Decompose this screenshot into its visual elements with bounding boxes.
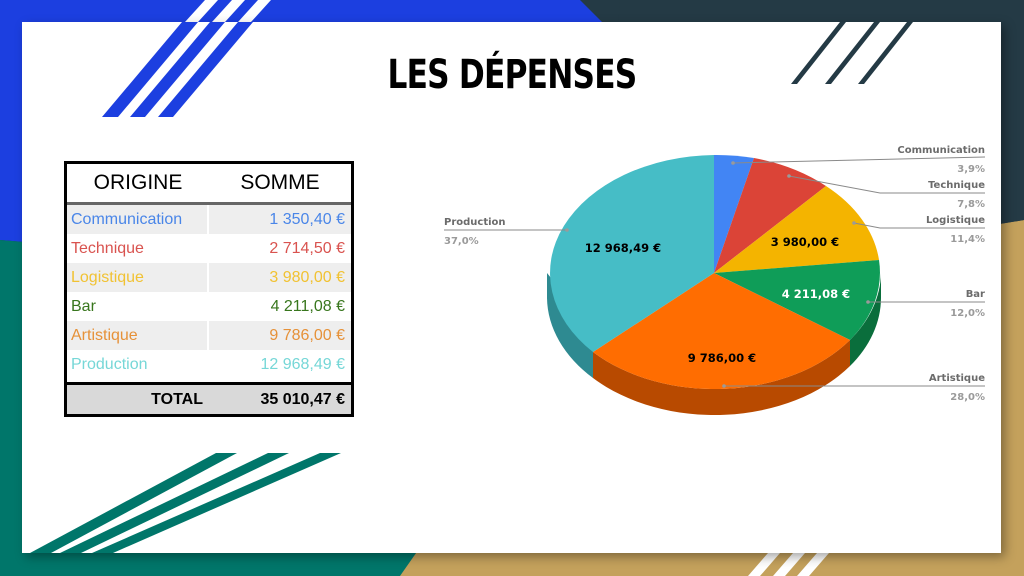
table-row: Production 12 968,49 € [67, 350, 351, 379]
table-row: Artistique 9 786,00 € [67, 321, 351, 350]
label-technique: Technique [928, 180, 985, 191]
production-side [547, 273, 593, 378]
pct-artistique: 28,0% [950, 392, 985, 403]
pct-production: 37,0% [444, 236, 479, 247]
label-production: Production [444, 217, 506, 228]
row-somme: 1 350,40 € [207, 205, 351, 234]
value-artistique: 9 786,00 € [688, 351, 756, 365]
slice-bar [714, 260, 880, 340]
slice-communication [714, 154, 754, 273]
value-production: 12 968,49 € [585, 241, 661, 255]
row-somme: 9 786,00 € [207, 321, 351, 350]
table-row: Communication 1 350,40 € [67, 205, 351, 234]
row-origine: Communication [67, 205, 207, 234]
value-logistique: 3 980,00 € [771, 235, 839, 249]
row-somme: 3 980,00 € [207, 263, 351, 292]
row-origine: Bar [71, 297, 96, 315]
pct-logistique: 11,4% [950, 234, 985, 245]
row-origine: Artistique [67, 321, 207, 350]
total-label: TOTAL [151, 390, 203, 408]
table-row: Bar 4 211,08 € [67, 292, 351, 321]
row-somme: 4 211,08 € [207, 292, 351, 321]
table-row: Technique 2 714,50 € [67, 234, 351, 263]
header-origine: ORIGINE [93, 171, 183, 194]
table-total-row: TOTAL 35 010,47 € [64, 382, 354, 417]
row-origine: Logistique [67, 263, 207, 292]
slide-title: LES DÉPENSES [387, 52, 638, 98]
slice-technique [714, 158, 826, 273]
bar-side [850, 273, 881, 366]
pct-communication: 3,9% [957, 164, 985, 175]
pct-bar: 12,0% [950, 308, 985, 319]
row-origine: Technique [71, 239, 144, 257]
slice-production [550, 155, 714, 352]
row-somme: 12 968,49 € [207, 350, 351, 379]
table-header: ORIGINE SOMME [67, 164, 351, 205]
label-logistique: Logistique [926, 215, 985, 226]
header-somme: SOMME [240, 171, 320, 194]
row-somme: 2 714,50 € [207, 234, 351, 263]
slice-logistique [714, 186, 879, 273]
value-bar: 4 211,08 € [782, 287, 850, 301]
slice-artistique [593, 273, 850, 390]
pct-technique: 7,8% [957, 199, 985, 210]
total-value: 35 010,47 € [260, 390, 345, 408]
table-row: Logistique 3 980,00 € [67, 263, 351, 292]
row-origine: Production [71, 355, 148, 373]
label-artistique: Artistique [929, 373, 985, 384]
label-communication: Communication [897, 145, 985, 156]
artistique-side [593, 340, 850, 416]
label-bar: Bar [966, 289, 985, 300]
